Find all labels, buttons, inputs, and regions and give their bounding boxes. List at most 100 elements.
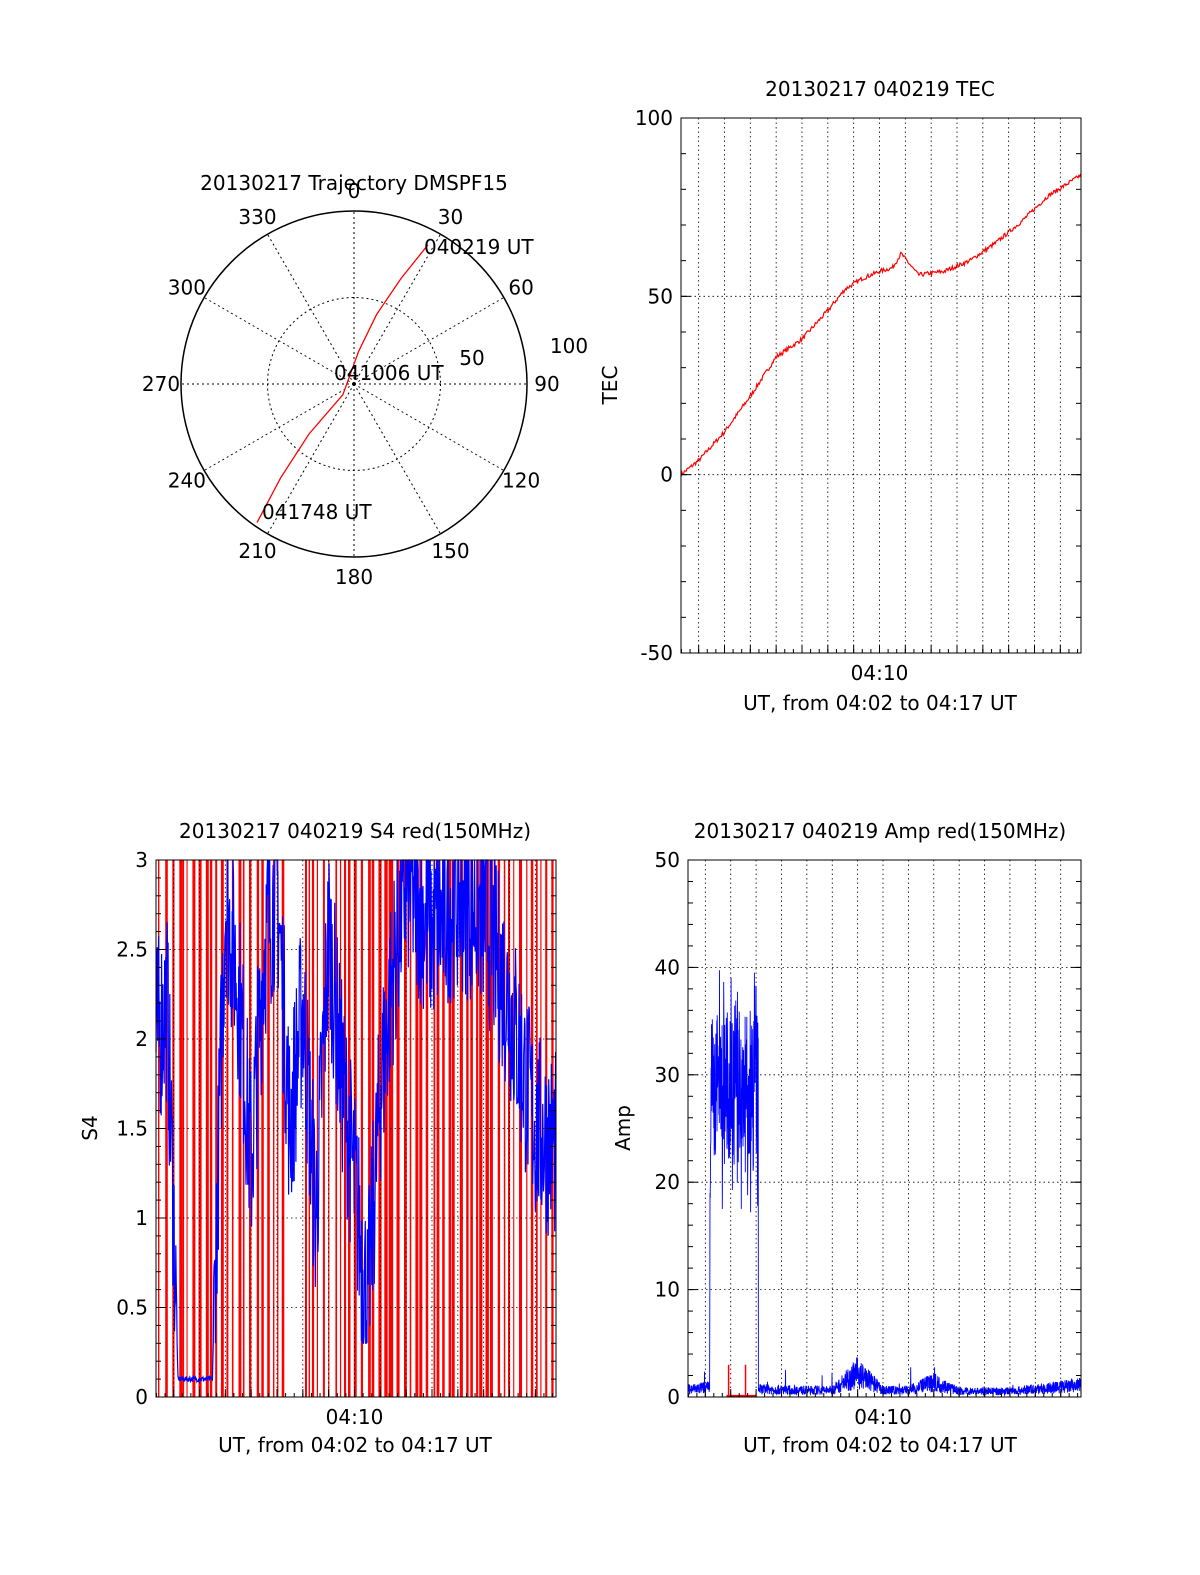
azimuth-label: 0 [348,179,361,203]
azimuth-label: 270 [142,372,180,396]
radial-label: 100 [550,334,588,358]
red-flag-bar [238,860,242,1397]
tec-line [680,173,1082,477]
tec-series [680,173,1082,477]
tec-plot-frame [680,117,1082,654]
red-flag-bar [404,860,407,1397]
azimuth-spoke [353,233,441,385]
tec-ticks: -50 0 50 100 04:10 [635,106,1081,685]
tec-grid [681,118,1081,653]
annotation-end-time: 041748 UT [262,500,372,524]
y-tick-label: 2 [135,1027,148,1051]
azimuth-label: 300 [168,276,206,300]
red-flag-bar [368,860,371,1397]
red-flag-bar [391,860,394,1397]
red-flag-bar [490,860,493,1397]
y-tick-label: 0.5 [116,1296,148,1320]
polar-labels: 0 30 60 90 120 150 180 210 240 270 300 330 50 100 [142,179,588,589]
amp-series [687,970,1082,1397]
red-flag-bar [192,860,196,1397]
y-tick-label: 1 [135,1206,148,1230]
annotation-mid-time: 041006 UT [334,361,444,385]
y-tick-label: 0 [135,1385,148,1409]
red-flag-bar [409,860,412,1397]
red-flag-bar [226,860,229,1397]
azimuth-label: 60 [508,276,533,300]
amp-panel: 20130217 040219 Amp red(150MHz) 0 10 20 30 4… [611,819,1082,1457]
annotation-start-time: 040219 UT [424,235,534,259]
red-flag-bar [205,860,209,1397]
red-flag-bar [485,860,489,1397]
y-tick-label: -50 [640,641,673,665]
y-tick-label: 100 [635,106,673,130]
y-tick-label: 0 [660,463,673,487]
red-flag-bar [256,860,260,1397]
azimuth-spoke [203,383,355,471]
red-flag-bar [360,860,363,1397]
y-tick-label: 20 [655,1170,680,1194]
red-flag-bar [198,860,202,1397]
azimuth-label: 90 [534,372,559,396]
tec-y-axis-label: TEC [598,366,622,406]
red-flag-bar [328,860,330,1397]
red-flag-bar [415,860,419,1397]
azimuth-label: 120 [502,469,540,493]
red-flag-bar [396,860,400,1397]
red-flag-bar [261,860,264,1397]
s4-panel: 20130217 040219 S4 red(150MHz) 0 0.5 1 1.5 2… [78,819,557,1457]
s4-series [155,859,557,1384]
azimuth-spoke [353,297,505,385]
red-flag-bar [249,860,252,1397]
x-tick-label: 04:10 [851,661,909,685]
polar-grid [180,210,528,558]
azimuth-label: 330 [238,205,276,229]
amp-title: 20130217 040219 Amp red(150MHz) [694,819,1066,843]
trajectory-title: 20130217 Trajectory DMSPF15 [200,171,508,195]
red-flag-bar [316,860,318,1397]
azimuth-label: 240 [168,469,206,493]
azimuth-label: 30 [438,205,463,229]
y-tick-label: 40 [655,955,680,979]
s4-title: 20130217 040219 S4 red(150MHz) [179,819,531,843]
azimuth-spoke [353,383,441,535]
tec-panel: 20130217 040219 TEC -50 0 50 100 04:10 UT, f… [598,77,1082,715]
s4-y-axis-label: S4 [78,1115,102,1140]
red-flag-bar [508,860,511,1397]
red-flag-bar [513,860,515,1397]
red-flag-bar [442,860,445,1397]
red-flag-bar [186,860,188,1397]
azimuth-label: 210 [238,539,276,563]
red-flag-bar [503,860,506,1397]
amp-line [687,970,1082,1397]
y-tick-label: 1.5 [116,1117,148,1141]
red-flag-bar [179,860,183,1397]
red-flag-bar [220,860,224,1397]
tec-title: 20130217 040219 TEC [765,77,995,101]
red-flag-bar [215,860,218,1397]
y-tick-label: 50 [648,284,673,308]
radial-label: 50 [459,346,484,370]
s4-x-axis-label: UT, from 04:02 to 04:17 UT [218,1433,493,1457]
y-tick-label: 2.5 [116,938,148,962]
y-tick-label: 10 [655,1278,680,1302]
azimuth-label: 180 [335,565,373,589]
outer-circle [180,210,528,558]
azimuth-spoke [203,297,355,385]
x-tick-label: 04:10 [854,1405,912,1429]
y-tick-label: 3 [135,848,148,872]
amp-grid [688,860,1081,1397]
amp-x-axis-label: UT, from 04:02 to 04:17 UT [743,1433,1018,1457]
trajectory-panel: 20130217 Trajectory DMSPF15 0 30 60 90 120 15… [142,171,588,589]
x-tick-label: 04:10 [326,1405,384,1429]
azimuth-spoke [267,233,355,385]
amp-plot-frame [687,859,1082,1398]
amp-y-axis-label: Amp [611,1105,635,1151]
azimuth-label: 150 [431,539,469,563]
red-flag-bar [459,860,463,1397]
azimuth-spoke [353,383,505,471]
red-flag-bar [433,860,436,1397]
tec-x-axis-label: UT, from 04:02 to 04:17 UT [743,691,1018,715]
s4-ticks: 0 0.5 1 1.5 2 2.5 3 04:10 [116,848,556,1429]
amp-ticks: 0 10 20 30 40 50 04:10 [655,848,1081,1429]
